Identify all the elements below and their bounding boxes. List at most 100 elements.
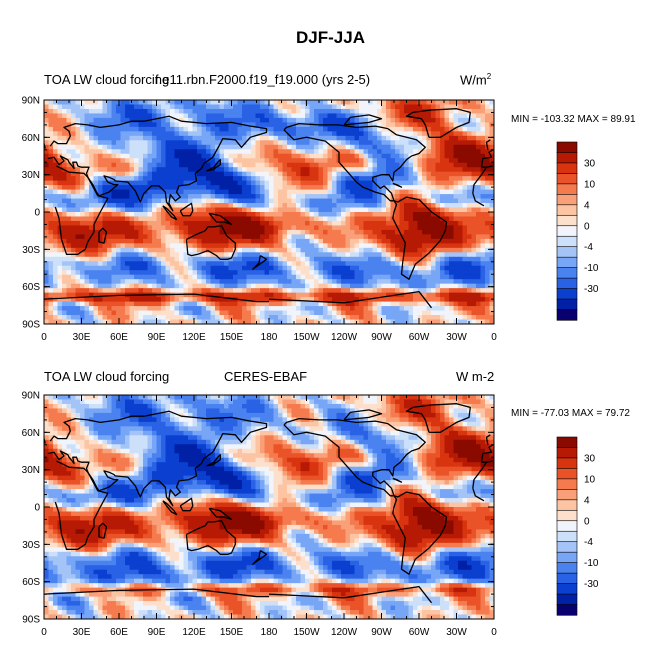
- field-cell: [354, 270, 360, 276]
- field-cell: [170, 283, 176, 289]
- field-cell: [219, 104, 225, 110]
- field-cell: [138, 117, 144, 123]
- field-cell: [192, 149, 198, 155]
- field-cell: [417, 270, 423, 276]
- field-cell: [282, 117, 288, 123]
- field-cell: [350, 207, 356, 213]
- field-cell: [359, 207, 365, 213]
- field-cell: [314, 117, 320, 123]
- field-cell: [408, 306, 414, 312]
- field-cell: [210, 126, 216, 132]
- field-cell: [246, 100, 252, 106]
- field-cell: [440, 319, 446, 324]
- field-cell: [107, 135, 113, 141]
- field-cell: [372, 144, 378, 150]
- field-cell: [309, 220, 315, 227]
- field-cell: [314, 229, 320, 235]
- field-cell: [327, 135, 333, 141]
- field-cell: [107, 292, 113, 298]
- field-cell: [57, 198, 63, 204]
- field-cell: [417, 319, 423, 324]
- field-cell: [197, 225, 203, 231]
- field-cell: [435, 238, 441, 244]
- field-cell: [75, 225, 81, 231]
- field-cell: [71, 149, 77, 155]
- field-cell: [260, 153, 266, 159]
- field-cell: [417, 203, 423, 209]
- field-cell: [219, 319, 225, 324]
- field-cell: [242, 176, 248, 182]
- field-cell: [341, 198, 347, 204]
- field-cell: [138, 319, 144, 324]
- field-cell: [368, 310, 374, 316]
- field-cell: [408, 247, 414, 253]
- field-cell: [192, 270, 198, 276]
- field-cell: [431, 149, 437, 155]
- field-cell: [188, 144, 194, 150]
- field-cell: [314, 279, 320, 285]
- field-cell: [368, 274, 374, 280]
- field-cell: [485, 203, 491, 209]
- field-cell: [129, 225, 135, 231]
- field-cell: [390, 234, 396, 240]
- field-cell: [368, 171, 374, 177]
- field-cell: [192, 319, 198, 324]
- field-cell: [323, 283, 329, 289]
- field-cell: [372, 149, 378, 155]
- field-cell: [170, 243, 176, 249]
- field-cell: [426, 108, 432, 115]
- field-cell: [300, 131, 306, 137]
- field-cell: [341, 261, 347, 267]
- field-cell: [170, 171, 176, 177]
- field-cell: [98, 229, 104, 235]
- field-cell: [125, 126, 131, 132]
- field-cell: [278, 104, 284, 110]
- field-cell: [489, 301, 494, 307]
- field-cell: [53, 279, 59, 285]
- field-cell: [471, 256, 477, 262]
- field-cell: [179, 104, 185, 110]
- field-cell: [449, 185, 455, 191]
- field-cell: [80, 126, 86, 132]
- field-cell: [174, 220, 180, 227]
- field-cell: [206, 180, 212, 186]
- field-cell: [431, 104, 437, 110]
- field-cell: [143, 247, 149, 253]
- field-cell: [444, 319, 450, 324]
- field-cell: [278, 122, 284, 128]
- field-cell: [296, 220, 302, 227]
- field-cell: [305, 194, 311, 200]
- field-cell: [201, 108, 207, 115]
- field-cell: [305, 189, 311, 195]
- field-cell: [404, 203, 410, 209]
- field-cell: [183, 153, 189, 159]
- field-cell: [165, 131, 171, 137]
- field-cell: [233, 207, 239, 213]
- field-cell: [165, 261, 171, 267]
- field-cell: [62, 144, 68, 150]
- field-cell: [53, 158, 59, 164]
- field-cell: [453, 126, 459, 132]
- field-cell: [462, 220, 468, 227]
- field-cell: [444, 229, 450, 235]
- field-cell: [314, 256, 320, 262]
- field-cell: [228, 117, 234, 123]
- field-cell: [147, 270, 153, 276]
- field-cell: [417, 194, 423, 200]
- field-cell: [80, 261, 86, 267]
- field-cell: [350, 288, 356, 294]
- field-cell: [332, 310, 338, 316]
- field-cell: [206, 113, 212, 119]
- field-cell: [242, 144, 248, 150]
- field-cell: [224, 126, 230, 132]
- field-cell: [125, 203, 131, 209]
- field-cell: [426, 149, 432, 155]
- field-cell: [147, 319, 153, 324]
- field-cell: [462, 131, 468, 137]
- field-cell: [84, 180, 90, 186]
- field-cell: [228, 131, 234, 137]
- field-cell: [471, 220, 477, 227]
- field-cell: [233, 131, 239, 137]
- field-cell: [84, 315, 90, 321]
- field-cell: [449, 144, 455, 150]
